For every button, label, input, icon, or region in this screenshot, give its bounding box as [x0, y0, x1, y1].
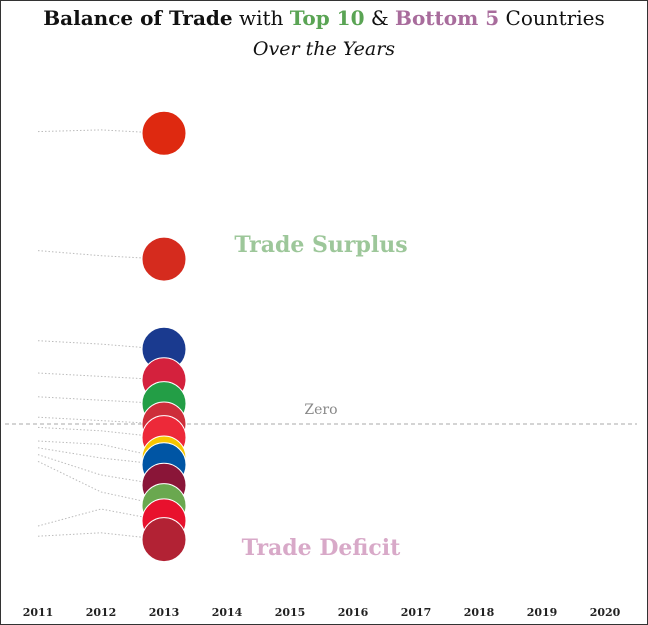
x-tick-label: 2020 [590, 606, 621, 619]
x-tick-label: 2018 [464, 606, 495, 619]
x-tick-label: 2017 [401, 606, 432, 619]
x-tick-label: 2015 [275, 606, 306, 619]
series-line [37, 508, 165, 527]
zero-label: Zero [304, 402, 337, 418]
x-tick-label: 2019 [527, 606, 558, 619]
x-tick-label: 2012 [86, 606, 117, 619]
x-tick-label: 2014 [212, 606, 243, 619]
title-part: Countries [505, 6, 605, 30]
flag-marker [141, 517, 187, 563]
title-part: with [239, 6, 284, 30]
flag-marker [141, 236, 187, 282]
chart-subtitle: Over the Years [252, 38, 396, 60]
title-part: Balance of Trade [43, 6, 233, 30]
annotation: Trade Deficit [242, 535, 401, 561]
annotation: Trade Surplus [234, 232, 407, 258]
x-tick-label: 2011 [23, 606, 54, 619]
title-part: & [370, 6, 389, 30]
chart-title: Balance of Trade with Top 10 & Bottom 5 … [0, 6, 648, 30]
x-tick-label: 2016 [338, 606, 369, 619]
x-tick-label: 2013 [149, 606, 180, 619]
title-part: Top 10 [289, 6, 365, 30]
flag-marker [141, 110, 187, 156]
title-part: Bottom 5 [395, 6, 500, 30]
